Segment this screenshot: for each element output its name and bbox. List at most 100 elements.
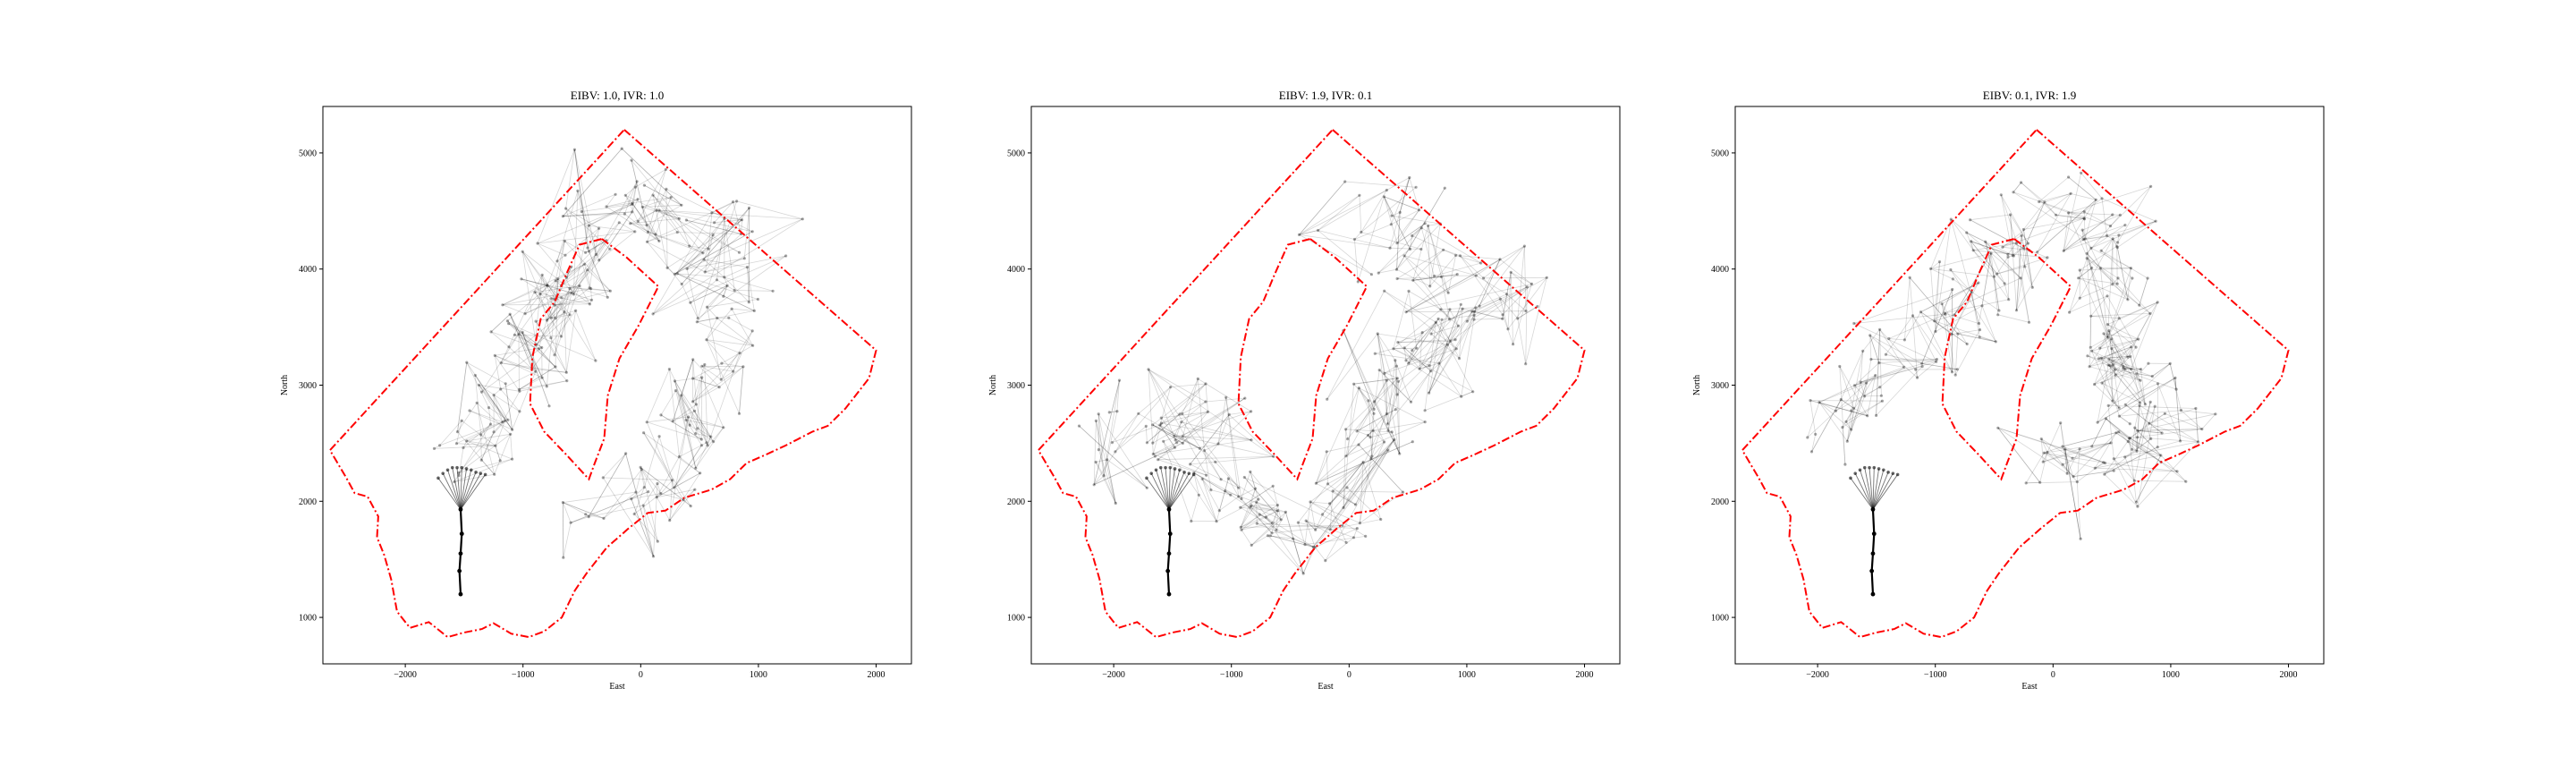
waypoint xyxy=(2135,449,2139,453)
trajectory-segment xyxy=(1921,362,1958,370)
trajectory-segment xyxy=(1985,242,1995,277)
waypoint xyxy=(1919,310,1923,314)
waypoint xyxy=(1516,317,1520,320)
trajectory-segment xyxy=(577,191,589,226)
trajectory-segment xyxy=(563,502,605,519)
trajectory-segment xyxy=(1502,314,1513,344)
waypoint xyxy=(1264,515,1267,519)
trajectory-segment xyxy=(1811,399,1842,453)
waypoint xyxy=(1352,237,1356,242)
trajectory-segment xyxy=(2060,422,2068,474)
trajectory-segment xyxy=(1326,451,1328,484)
trajectory-segment xyxy=(1985,242,2005,285)
waypoint xyxy=(545,385,548,388)
trajectory-segment xyxy=(2062,431,2119,447)
trajectory-segment xyxy=(1387,381,1399,431)
waypoint xyxy=(1301,572,1305,575)
trajectory-segment xyxy=(692,378,720,388)
trajectory-segment xyxy=(563,491,637,503)
trajectory-segment xyxy=(707,307,722,380)
trajectory-segment xyxy=(1502,272,1512,319)
trajectory-segment xyxy=(1459,309,1463,359)
trajectory-segment xyxy=(675,390,697,469)
trajectory-segment xyxy=(2108,405,2196,409)
trajectory-segment xyxy=(681,208,750,285)
trajectory-segment xyxy=(1869,335,1872,360)
waypoint xyxy=(1436,317,1440,320)
waypoint xyxy=(1394,359,1397,362)
trajectory-segment xyxy=(689,424,714,442)
trajectory-segment xyxy=(547,241,565,286)
fan-endpoint xyxy=(1164,465,1167,470)
trajectory-segment xyxy=(1327,449,1388,485)
trajectory-segment xyxy=(1393,291,1410,349)
trajectory-segment xyxy=(458,458,513,473)
trajectory-segment xyxy=(1358,387,1375,414)
trajectory-segment xyxy=(658,209,803,220)
trajectory-segment xyxy=(524,285,548,314)
trajectory-segment xyxy=(2112,238,2118,247)
trajectory-segment xyxy=(1377,249,1411,274)
trajectory-segment xyxy=(1240,485,1274,508)
trajectory-segment xyxy=(1996,266,2025,275)
trajectory-segment xyxy=(2063,214,2114,251)
waypoint xyxy=(1352,382,1356,386)
axes-frame xyxy=(322,106,912,665)
trajectory-segment xyxy=(2114,458,2135,481)
trajectory-segment xyxy=(1845,400,1883,422)
waypoint xyxy=(1970,240,1973,243)
waypoint xyxy=(1159,416,1163,420)
waypoint xyxy=(1175,441,1179,445)
waypoint xyxy=(462,446,465,450)
trajectory-segment xyxy=(697,310,755,323)
trajectory-segment xyxy=(1966,232,1974,251)
waypoint xyxy=(1501,317,1504,320)
trajectory-segment xyxy=(603,491,637,519)
waypoint xyxy=(2090,266,2094,270)
waypoint xyxy=(1275,504,1279,507)
trajectory-segment xyxy=(1405,274,1458,313)
trajectory-segment xyxy=(674,380,687,420)
trajectory-segment xyxy=(2137,429,2202,431)
waypoint xyxy=(2137,337,2140,341)
waypoint xyxy=(1266,534,1270,538)
trajectory-segment xyxy=(1434,262,1481,276)
waypoint xyxy=(2150,375,2154,378)
trajectory-segment xyxy=(1322,462,1364,515)
trajectory-segment xyxy=(1835,351,1864,412)
trajectory-segment xyxy=(539,293,552,338)
waypoint xyxy=(633,185,638,189)
trajectory-segment xyxy=(1157,459,1207,476)
trajectory-segment xyxy=(587,228,599,249)
waypoint xyxy=(2027,320,2031,324)
waypoint xyxy=(468,409,471,412)
x-tick-label: −2000 xyxy=(394,670,417,680)
trajectory-segment xyxy=(1950,218,2010,300)
waypoint xyxy=(454,442,459,446)
trajectory-segment xyxy=(1845,421,1852,430)
trajectory-segment xyxy=(2064,448,2081,539)
waypoint xyxy=(1373,352,1377,355)
trajectory-segment xyxy=(490,331,510,348)
trajectory-segment xyxy=(1368,400,1375,414)
trajectory-segment xyxy=(1094,446,1175,486)
trajectory-segment xyxy=(1996,257,2048,275)
trajectory-segment xyxy=(640,467,645,488)
trajectory-segment xyxy=(1250,519,1282,546)
trajectory-segment xyxy=(2086,258,2140,306)
waypoint xyxy=(680,394,683,397)
trajectory-segment xyxy=(2012,242,2029,256)
fan-line xyxy=(442,472,462,510)
waypoint xyxy=(1158,423,1162,427)
trajectory-segment xyxy=(652,234,741,315)
trajectory-segment xyxy=(1163,441,1199,496)
trajectory-segment xyxy=(2115,432,2129,442)
trajectory-segment xyxy=(2097,378,2176,423)
trajectory-segment xyxy=(466,361,506,385)
trajectory-segment xyxy=(2012,182,2021,193)
waypoint xyxy=(2117,414,2121,418)
fan-line xyxy=(460,471,477,510)
waypoint xyxy=(1434,320,1437,324)
trajectory-segment xyxy=(1809,400,1868,417)
waypoint xyxy=(572,148,577,151)
